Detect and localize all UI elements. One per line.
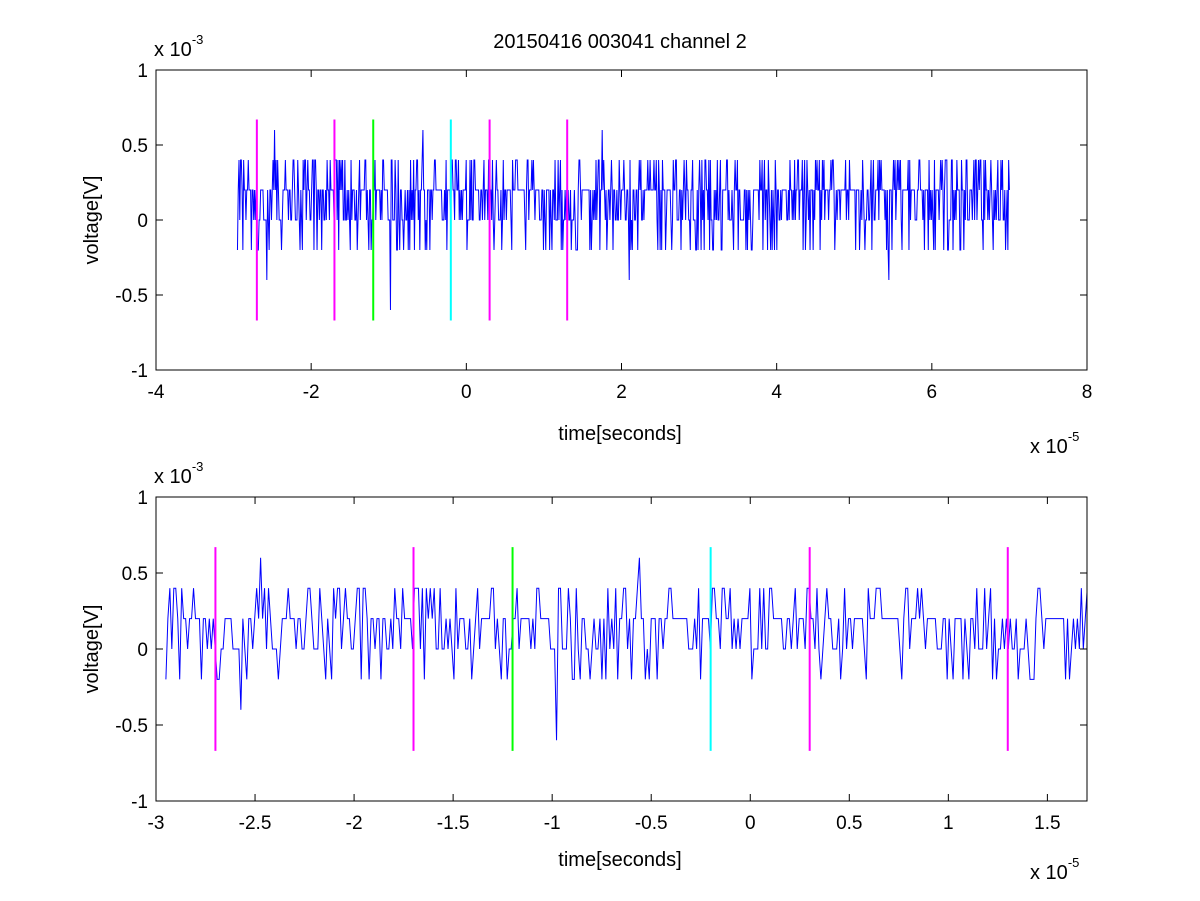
y-tick-label-zoom: 1 — [137, 488, 148, 509]
y-exponent-full: x 10-3 — [154, 32, 203, 61]
y-tick-label-full: -0.5 — [115, 286, 148, 307]
y-tick-label-full: -1 — [131, 361, 148, 382]
x-tick-label-full: 8 — [1082, 382, 1093, 403]
y-tick-label-full: 1 — [137, 61, 148, 82]
x-tick-label-zoom: 1.5 — [1034, 813, 1060, 834]
x-exponent-zoom: x 10-5 — [1030, 855, 1079, 884]
panel-full: time[seconds] voltage[V] x 10-5 x 10-3 -… — [81, 32, 1092, 458]
plot-area-full — [236, 119, 1010, 321]
x-exponent-full: x 10-5 — [1030, 429, 1079, 458]
x-tick-label-zoom: 0 — [745, 813, 756, 834]
x-tick-label-zoom: -0.5 — [635, 813, 668, 834]
x-tick-label-zoom: -1 — [544, 813, 561, 834]
x-tick-label-full: 6 — [927, 382, 938, 403]
y-tick-label-zoom: 0.5 — [122, 564, 148, 585]
y-tick-label-zoom: -1 — [131, 792, 148, 813]
plot-area-zoom — [165, 547, 1087, 751]
x-tick-label-zoom: 0.5 — [836, 813, 862, 834]
x-tick-label-full: -4 — [148, 382, 165, 403]
x-tick-label-zoom: -3 — [148, 813, 165, 834]
y-axis-label-full: voltage[V] — [81, 176, 103, 265]
x-tick-label-zoom: -2.5 — [239, 813, 272, 834]
signal-trace-zoom — [165, 557, 1087, 741]
x-tick-label-zoom: -1.5 — [437, 813, 470, 834]
signal-trace-full — [236, 129, 1010, 311]
x-axis-label-full: time[seconds] — [558, 423, 681, 445]
y-tick-label-zoom: 0 — [137, 640, 148, 661]
x-axis-label-zoom: time[seconds] — [558, 849, 681, 871]
y-tick-label-zoom: -0.5 — [115, 716, 148, 737]
x-tick-label-zoom: -2 — [346, 813, 363, 834]
y-axis-label-zoom: voltage[V] — [81, 605, 103, 694]
x-tick-label-full: 2 — [616, 382, 627, 403]
panel-zoom: time[seconds] voltage[V] x 10-5 x 10-3 -… — [81, 459, 1088, 884]
x-tick-label-full: 0 — [461, 382, 472, 403]
y-exponent-zoom: x 10-3 — [154, 459, 203, 488]
x-tick-label-zoom: 1 — [943, 813, 954, 834]
x-tick-label-full: -2 — [303, 382, 320, 403]
y-tick-label-full: 0.5 — [122, 136, 148, 157]
x-tick-label-full: 4 — [771, 382, 782, 403]
y-tick-label-full: 0 — [137, 211, 148, 232]
chart-title: 20150416 003041 channel 2 — [493, 31, 747, 53]
